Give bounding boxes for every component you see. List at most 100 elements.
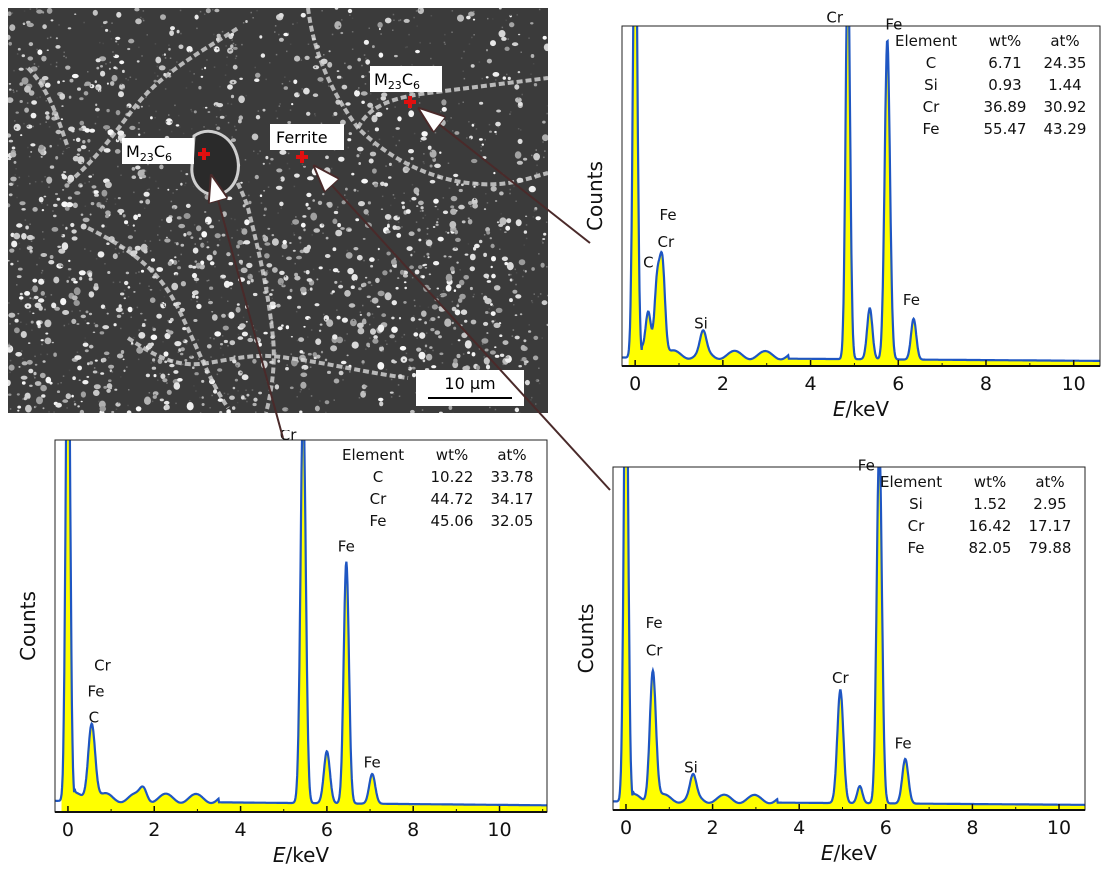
grain-noise: [299, 241, 302, 244]
precipitate: [137, 128, 140, 130]
grain-noise: [43, 279, 45, 281]
precipitate: [468, 201, 473, 205]
precipitate: [120, 292, 125, 296]
precipitate: [506, 218, 512, 224]
precipitate: [232, 46, 238, 50]
precipitate: [94, 283, 99, 288]
grain-noise: [277, 212, 279, 214]
table-cell: Fe: [907, 539, 924, 557]
precipitate: [306, 111, 311, 116]
precipitate: [40, 291, 45, 296]
precipitate: [201, 379, 205, 383]
grain-noise: [84, 248, 86, 250]
grain-noise: [450, 117, 452, 119]
precipitate: [241, 331, 248, 337]
grain-noise: [104, 197, 106, 199]
precipitate: [402, 274, 409, 278]
grain-noise: [390, 218, 392, 220]
grain-noise: [520, 359, 522, 362]
precipitate: [494, 354, 500, 358]
precipitate: [103, 21, 107, 25]
grain-noise: [510, 273, 512, 276]
precipitate: [485, 76, 489, 79]
grain-noise: [151, 400, 154, 403]
precipitate: [229, 395, 235, 400]
grain-noise: [207, 279, 210, 282]
grain-noise: [486, 202, 489, 204]
grain-noise: [469, 137, 471, 140]
grain-noise: [99, 90, 101, 92]
precipitate: [34, 381, 42, 386]
table-cell: 43.29: [1044, 120, 1087, 138]
precipitate: [108, 364, 115, 369]
precipitate: [25, 404, 32, 413]
precipitate: [348, 303, 356, 308]
precipitate: [115, 36, 121, 40]
precipitate: [109, 386, 112, 390]
precipitate: [106, 388, 111, 393]
grain-noise: [248, 181, 250, 183]
precipitate: [182, 327, 187, 331]
grain-noise: [234, 57, 237, 60]
grain-noise: [92, 173, 94, 176]
precipitate: [17, 267, 23, 271]
table-cell: Fe: [922, 120, 939, 138]
precipitate: [347, 138, 352, 142]
precipitate: [324, 358, 328, 362]
grain-noise: [13, 91, 15, 93]
precipitate: [491, 256, 496, 262]
grain-noise: [314, 66, 317, 68]
grain-noise: [167, 376, 169, 378]
precipitate: [542, 120, 546, 124]
grain-noise: [516, 14, 518, 16]
precipitate: [64, 206, 70, 211]
grain-noise: [321, 81, 324, 83]
precipitate: [523, 339, 527, 343]
precipitate: [320, 350, 324, 354]
grain-noise: [507, 38, 509, 40]
grain-noise: [109, 61, 111, 64]
precipitate: [212, 250, 217, 256]
precipitate: [80, 400, 83, 403]
x-tick-label: 2: [707, 817, 719, 839]
precipitate: [155, 56, 162, 64]
grain-noise: [492, 322, 494, 324]
precipitate: [140, 269, 145, 273]
grain-noise: [413, 132, 416, 135]
precipitate: [381, 313, 387, 318]
grain-noise: [185, 87, 188, 89]
grain-noise: [219, 109, 222, 111]
table-header: at%: [1035, 473, 1064, 491]
grain-noise: [289, 43, 292, 45]
grain-noise: [288, 167, 291, 170]
grain-noise: [367, 213, 369, 216]
grain-noise: [101, 25, 103, 28]
precipitate: [457, 339, 461, 342]
scale-bar-label: 10 µm: [444, 374, 495, 393]
grain-noise: [387, 220, 390, 223]
grain-noise: [206, 59, 208, 61]
precipitate: [300, 12, 306, 18]
grain-noise: [341, 19, 343, 21]
table-header: wt%: [989, 32, 1021, 50]
precipitate: [494, 346, 497, 349]
precipitate: [17, 405, 22, 409]
grain-noise: [46, 353, 49, 356]
precipitate: [238, 119, 242, 124]
precipitate: [300, 286, 307, 293]
precipitate: [42, 11, 45, 14]
grain-noise: [336, 309, 338, 311]
precipitate: [108, 67, 111, 70]
precipitate: [228, 311, 235, 319]
grain-noise: [541, 337, 543, 339]
grain-noise: [341, 77, 343, 79]
grain-noise: [265, 78, 267, 81]
grain-noise: [152, 326, 154, 329]
grain-noise: [511, 335, 514, 337]
precipitate: [201, 231, 208, 238]
precipitate: [80, 391, 86, 398]
grain-noise: [349, 14, 351, 16]
grain-noise: [36, 48, 38, 51]
grain-noise: [295, 216, 297, 218]
grain-noise: [231, 136, 233, 138]
